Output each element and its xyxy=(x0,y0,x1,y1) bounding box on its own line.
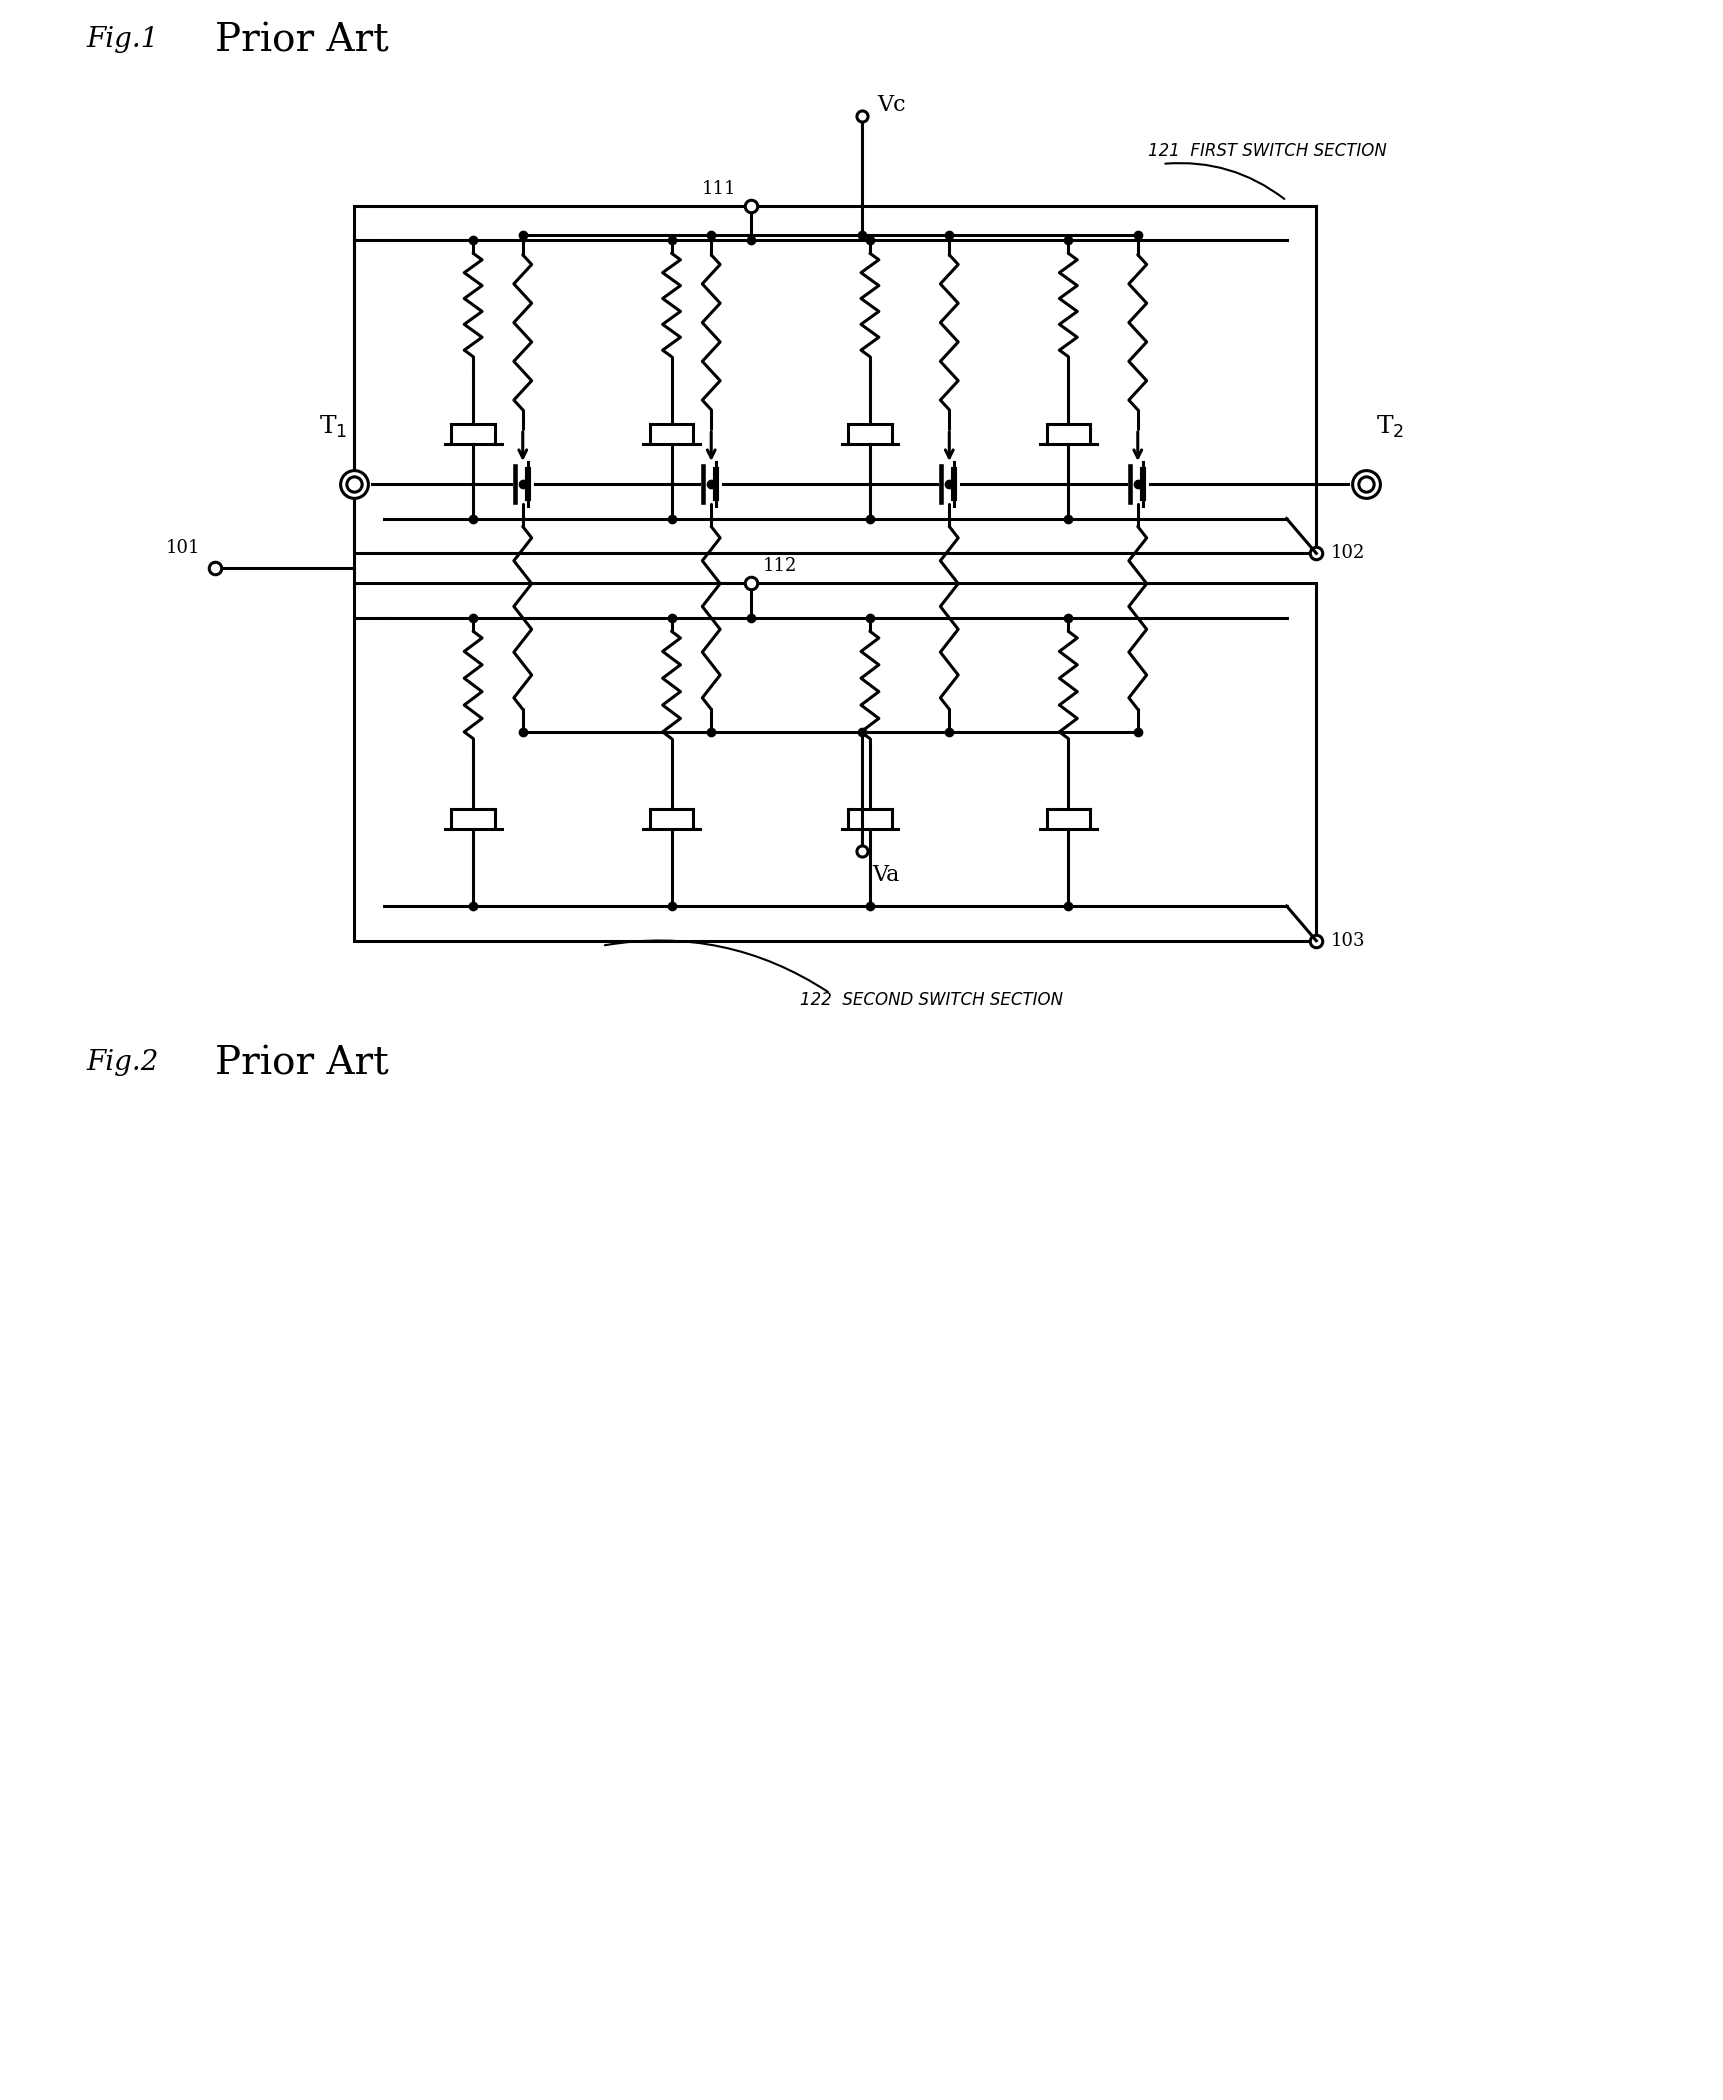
Text: 121  FIRST SWITCH SECTION: 121 FIRST SWITCH SECTION xyxy=(1148,143,1385,160)
Text: T$_1$: T$_1$ xyxy=(319,414,348,441)
Text: Vc: Vc xyxy=(877,94,905,116)
Text: 102: 102 xyxy=(1330,544,1365,563)
Text: 122  SECOND SWITCH SECTION: 122 SECOND SWITCH SECTION xyxy=(799,991,1063,1010)
Text: Fig.2: Fig.2 xyxy=(86,1048,159,1075)
Text: T$_2$: T$_2$ xyxy=(1375,414,1403,441)
Text: Fig.1: Fig.1 xyxy=(86,25,159,52)
Text: Prior Art: Prior Art xyxy=(215,1046,389,1084)
Text: 103: 103 xyxy=(1330,932,1365,949)
Bar xyxy=(353,206,1316,552)
Text: Prior Art: Prior Art xyxy=(215,23,389,59)
Bar xyxy=(353,584,1316,941)
Text: 101: 101 xyxy=(165,540,200,557)
Text: Va: Va xyxy=(872,863,899,886)
Text: 112: 112 xyxy=(762,556,796,575)
Text: 111: 111 xyxy=(701,181,736,197)
